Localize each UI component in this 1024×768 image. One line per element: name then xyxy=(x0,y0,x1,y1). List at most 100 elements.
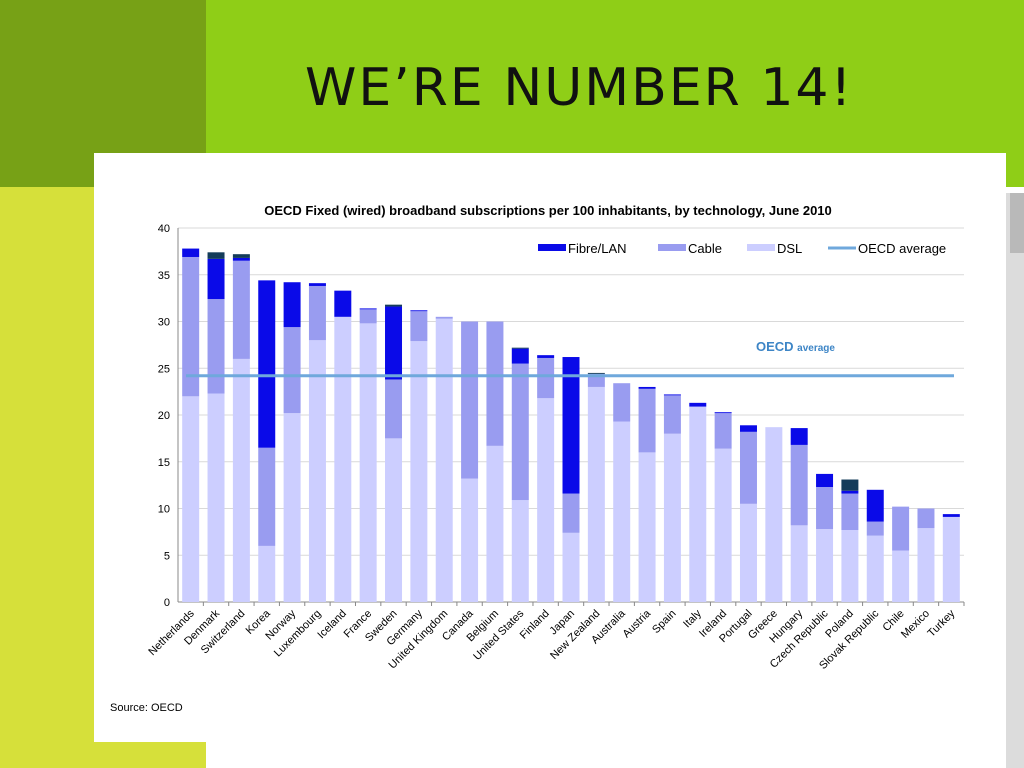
bar-dsl-denmark xyxy=(207,393,225,602)
bar-dsl-portugal xyxy=(739,503,757,602)
bar-cable-spain xyxy=(663,395,681,434)
bar-fibre-lan-czech-republic xyxy=(816,473,834,487)
left-accent-band xyxy=(0,187,94,768)
y-tick-label: 20 xyxy=(158,410,170,422)
x-category-label: Turkey xyxy=(925,607,957,639)
bar-dsl-italy xyxy=(689,406,707,602)
right-shadow-strip xyxy=(1006,193,1024,768)
bar-fibre-lan-sweden xyxy=(385,306,403,380)
bar-other-united-states xyxy=(511,347,529,349)
bar-cable-australia xyxy=(613,383,631,422)
bar-fibre-lan-austria xyxy=(638,386,656,389)
slide-title: WE’RE NUMBER 14! xyxy=(305,58,854,118)
bar-cable-united-kingdom xyxy=(435,316,453,319)
bar-fibre-lan-switzerland xyxy=(232,257,250,261)
bar-cable-united-states xyxy=(511,363,529,501)
y-tick-label: 0 xyxy=(164,597,170,609)
y-tick-label: 10 xyxy=(158,504,170,516)
bar-cable-germany xyxy=(410,311,428,342)
bar-dsl-poland xyxy=(841,530,859,602)
bar-fibre-lan-finland xyxy=(537,355,555,358)
bar-cable-korea xyxy=(258,447,276,546)
bar-cable-canada xyxy=(461,321,479,479)
broadband-chart: OECD Fixed (wired) broadband subscriptio… xyxy=(146,203,965,672)
bar-fibre-lan-denmark xyxy=(207,258,225,300)
bar-dsl-greece xyxy=(765,427,783,602)
bar-cable-france xyxy=(359,309,377,324)
bar-other-switzerland xyxy=(232,254,250,258)
bar-other-poland xyxy=(841,479,859,491)
bar-dsl-united-kingdom xyxy=(435,318,453,602)
y-tick-label: 25 xyxy=(158,363,170,375)
bar-fibre-lan-united-states xyxy=(511,348,529,364)
bar-fibre-lan-ireland xyxy=(714,412,732,414)
right-shadow-accent xyxy=(1010,193,1024,253)
bar-dsl-norway xyxy=(283,413,301,602)
bar-fibre-lan-slovak-republic xyxy=(866,489,884,522)
bar-cable-japan xyxy=(562,493,580,533)
bar-dsl-finland xyxy=(537,398,555,602)
x-category-label: Iceland xyxy=(315,608,349,642)
bar-cable-poland xyxy=(841,493,859,531)
bar-fibre-lan-iceland xyxy=(334,290,352,317)
bar-dsl-switzerland xyxy=(232,358,250,602)
bar-cable-czech-republic xyxy=(816,486,834,530)
bar-cable-finland xyxy=(537,357,555,399)
bar-dsl-japan xyxy=(562,532,580,602)
chart-panel: OECD Fixed (wired) broadband subscriptio… xyxy=(94,153,1006,742)
bar-cable-netherlands xyxy=(182,256,200,397)
bar-dsl-ireland xyxy=(714,448,732,602)
bar-fibre-lan-japan xyxy=(562,357,580,494)
bar-dsl-mexico xyxy=(917,528,935,602)
bar-fibre-lan-poland xyxy=(841,490,859,494)
y-tick-label: 40 xyxy=(158,223,170,235)
bar-fibre-lan-germany xyxy=(410,310,428,312)
bar-fibre-lan-portugal xyxy=(739,425,757,432)
bar-cable-portugal xyxy=(739,431,757,504)
x-category-label: Mexico xyxy=(899,608,932,641)
bar-cable-slovak-republic xyxy=(866,521,884,536)
bar-dsl-czech-republic xyxy=(816,529,834,602)
legend-swatch-cable xyxy=(658,244,686,251)
bar-other-denmark xyxy=(207,252,225,259)
bar-cable-hungary xyxy=(790,444,808,526)
bar-cable-ireland xyxy=(714,413,732,449)
bottom-accent-band xyxy=(94,742,206,768)
bar-fibre-lan-italy xyxy=(689,402,707,407)
bar-dsl-spain xyxy=(663,433,681,602)
legend-label-fibre-lan: Fibre/LAN xyxy=(568,241,627,256)
legend-label-cable: Cable xyxy=(688,241,722,256)
x-category-label: Austria xyxy=(620,607,653,640)
y-tick-label: 5 xyxy=(164,550,170,562)
bar-dsl-luxembourg xyxy=(308,340,326,602)
bar-fibre-lan-korea xyxy=(258,280,276,448)
bar-dsl-new-zealand xyxy=(587,386,605,602)
bar-dsl-hungary xyxy=(790,525,808,602)
bar-other-sweden xyxy=(385,304,403,307)
bar-cable-mexico xyxy=(917,508,935,529)
source-note: Source: OECD xyxy=(110,702,183,714)
bar-dsl-iceland xyxy=(334,316,352,602)
bar-fibre-lan-hungary xyxy=(790,428,808,445)
oecd-average-annotation: OECD average xyxy=(756,339,835,354)
legend-swatch-dsl xyxy=(747,244,775,251)
legend-label-dsl: DSL xyxy=(777,241,802,256)
bar-cable-chile xyxy=(892,506,910,551)
bar-dsl-netherlands xyxy=(182,396,200,602)
y-tick-label: 35 xyxy=(158,270,170,282)
bar-fibre-lan-norway xyxy=(283,282,301,328)
bar-fibre-lan-turkey xyxy=(942,514,960,517)
bar-dsl-turkey xyxy=(942,516,960,602)
bar-cable-sweden xyxy=(385,379,403,439)
bar-fibre-lan-france xyxy=(359,308,377,310)
x-category-label: Spain xyxy=(650,608,678,636)
bar-dsl-germany xyxy=(410,341,428,602)
y-tick-label: 30 xyxy=(158,317,170,329)
bar-dsl-slovak-republic xyxy=(866,535,884,602)
bar-other-new-zealand xyxy=(587,372,605,374)
bar-cable-belgium xyxy=(486,321,504,446)
bar-dsl-united-states xyxy=(511,500,529,602)
y-tick-label: 15 xyxy=(158,457,170,469)
bar-dsl-australia xyxy=(613,421,631,602)
bar-cable-denmark xyxy=(207,299,225,394)
